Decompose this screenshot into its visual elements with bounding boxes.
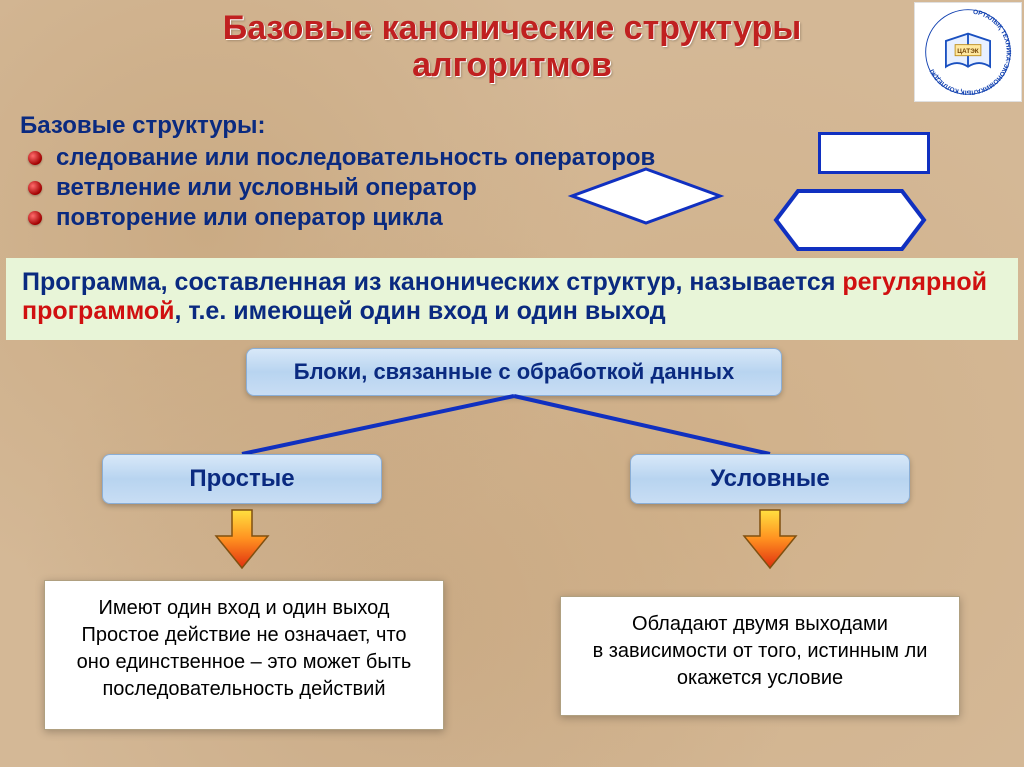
slide-title: Базовые канонические структуры алгоритмо… xyxy=(0,0,1024,85)
conditional-blocks-label: Условные xyxy=(710,465,829,493)
bullet-icon xyxy=(28,181,42,195)
regular-program-statement: Программа, составленная из канонических … xyxy=(6,258,1018,340)
simple-blocks-card: Простые xyxy=(102,454,382,504)
blocks-parent-card: Блоки, связанные с обработкой данных xyxy=(246,348,782,396)
stmt-part3: , т.е. xyxy=(175,297,234,325)
bullet-icon xyxy=(28,151,42,165)
desc-text: Имеют один вход и один выход Простое дей… xyxy=(77,597,412,700)
desc-text: Обладают двумя выходами в зависимости от… xyxy=(593,613,928,689)
arrow-down-icon xyxy=(214,508,270,570)
process-shape-icon xyxy=(818,132,930,174)
conditional-blocks-description: Обладают двумя выходами в зависимости от… xyxy=(560,596,960,716)
list-item-label: следование или последовательность операт… xyxy=(56,144,655,172)
arrow-down-icon xyxy=(742,508,798,570)
connector-line xyxy=(242,396,514,454)
title-line1: Базовые канонические структуры xyxy=(0,10,1024,47)
simple-blocks-label: Простые xyxy=(189,465,294,493)
loop-shape-icon xyxy=(776,191,924,249)
simple-blocks-description: Имеют один вход и один выход Простое дей… xyxy=(44,580,444,730)
bullet-icon xyxy=(28,211,42,225)
logo-icon: ОРТАЛЫҚ ТЕХНИКА-ЭКОНОМИКАЛЫҚ КОЛЛЕДЖІ ЦА… xyxy=(922,6,1014,98)
decision-shape-icon xyxy=(572,169,720,223)
list-item-label: ветвление или условный оператор xyxy=(56,174,477,202)
conditional-blocks-card: Условные xyxy=(630,454,910,504)
blocks-parent-label: Блоки, связанные с обработкой данных xyxy=(294,359,735,385)
stmt-part4: имеющей один вход и один выход xyxy=(233,297,665,325)
title-line2: алгоритмов xyxy=(0,47,1024,84)
stmt-part1: Программа, составленная из канонических … xyxy=(22,268,842,296)
svg-text:ЦАТЭК: ЦАТЭК xyxy=(957,48,979,55)
list-item-label: повторение или оператор цикла xyxy=(56,204,443,232)
college-logo: ОРТАЛЫҚ ТЕХНИКА-ЭКОНОМИКАЛЫҚ КОЛЛЕДЖІ ЦА… xyxy=(914,2,1022,102)
connector-line xyxy=(514,396,770,454)
